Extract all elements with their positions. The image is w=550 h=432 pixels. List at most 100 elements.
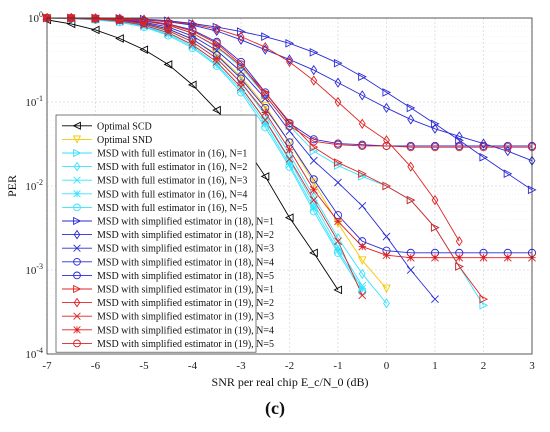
data-point-series-16	[212, 54, 221, 63]
data-point-series-13	[285, 117, 295, 127]
x-tick-label: -4	[188, 360, 198, 372]
legend-swatch-marker	[73, 176, 81, 184]
data-point-series-2	[357, 256, 367, 266]
data-point-series-16	[382, 251, 391, 260]
series-line-1	[46, 19, 339, 291]
data-point-series-9	[213, 25, 221, 37]
data-point-series-6	[188, 42, 197, 51]
legend-swatch-marker	[73, 148, 82, 158]
data-point-series-5	[285, 156, 294, 165]
data-point-series-14	[358, 118, 366, 129]
data-point-series-14	[213, 23, 221, 35]
data-point-series-14	[237, 31, 245, 42]
data-point-series-3	[479, 300, 489, 310]
legend-swatch-marker	[73, 271, 81, 280]
legend-entry-label: MSD with full estimator in (16), N=2	[97, 162, 247, 173]
data-point-series-10	[334, 178, 342, 187]
legend-entry-label: MSD with simplified estimator in (18), N…	[97, 244, 274, 255]
x-tick-label: 1	[432, 360, 438, 372]
legend-entry-label: MSD with full estimator in (16), N=4	[97, 189, 247, 200]
legend-swatch-marker	[73, 312, 81, 320]
data-point-series-17	[455, 143, 464, 152]
data-point-series-8	[358, 72, 367, 82]
legend: Optimal SCD Optimal SND MSD with full esti…	[55, 114, 274, 353]
x-tick-labels: -7 -6 -5 -4 -3 -2 -1 0 1 2 3	[42, 360, 535, 372]
data-point-series-17	[188, 26, 197, 36]
data-point-series-10	[382, 232, 391, 241]
legend-entry-label: MSD with full estimator in (16), N=5	[97, 203, 247, 214]
data-point-series-13	[382, 181, 392, 191]
data-point-series-7	[309, 207, 318, 216]
legend-swatch-marker	[73, 161, 81, 172]
data-point-series-16	[455, 253, 464, 262]
y-axis-label: PER	[5, 175, 19, 197]
data-point-series-17	[479, 143, 488, 152]
legend-swatch-marker	[73, 257, 81, 266]
data-point-series-13	[479, 294, 489, 304]
legend-swatch-marker	[73, 229, 81, 240]
data-point-series-8	[430, 119, 440, 129]
data-point-series-7	[236, 88, 246, 97]
legend-swatch-marker	[73, 326, 81, 334]
data-point-series-9	[358, 90, 366, 101]
data-point-series-8	[164, 16, 173, 25]
legend-entry-label: MSD with full estimator in (16), N=3	[97, 176, 247, 187]
data-point-series-6	[334, 246, 342, 255]
y-tick-label: 10-2	[25, 178, 43, 193]
data-point-series-4	[334, 232, 342, 244]
data-point-series-17	[236, 60, 246, 69]
data-point-series-16	[358, 242, 367, 251]
data-point-series-16	[91, 14, 100, 23]
data-point-series-10	[309, 156, 318, 165]
data-point-series-9	[189, 20, 196, 31]
data-point-series-6	[164, 30, 173, 39]
data-point-series-7	[285, 162, 294, 171]
x-axis-label: SNR per real chip E_c/N_0 (dB)	[212, 375, 369, 389]
x-tick-label: 3	[529, 360, 535, 372]
data-point-series-17	[382, 141, 391, 150]
data-point-series-4	[383, 298, 390, 309]
data-point-series-10	[358, 201, 367, 210]
legend-entry-label: MSD with simplified estimator in (18), N…	[97, 230, 274, 241]
data-point-series-16	[309, 185, 318, 194]
data-point-series-11	[285, 138, 294, 147]
legend-entry-label: MSD with simplified estimator in (18), N…	[97, 257, 274, 268]
data-point-series-4	[310, 191, 318, 202]
data-point-series-14	[383, 135, 390, 146]
data-point-series-14	[286, 56, 293, 68]
data-point-series-17	[358, 141, 367, 150]
data-point-series-7	[333, 248, 343, 257]
data-point-series-8	[479, 152, 489, 162]
legend-entry-label: MSD with simplified estimator in (19), N…	[97, 285, 274, 296]
data-point-series-15	[261, 116, 270, 124]
data-point-series-1	[260, 172, 270, 181]
plot-frame	[46, 17, 533, 355]
data-point-series-10	[431, 295, 439, 304]
data-point-series-9	[431, 123, 439, 134]
data-point-series-13	[212, 42, 222, 51]
x-tick-label: 2	[481, 360, 487, 372]
x-tick-label: -7	[42, 360, 52, 372]
data-point-series-14	[334, 96, 342, 108]
data-point-series-9	[286, 54, 293, 65]
data-point-series-13	[455, 262, 464, 271]
data-point-series-14	[431, 194, 439, 206]
data-point-series-14	[310, 75, 318, 86]
data-point-series-6	[237, 85, 245, 94]
data-point-series-17	[285, 121, 294, 130]
data-point-series-16	[406, 253, 415, 262]
legend-box	[55, 114, 257, 353]
data-point-series-1	[187, 80, 197, 90]
data-point-series-10	[406, 266, 415, 274]
data-point-series-16	[115, 16, 124, 25]
data-point-series-17	[430, 143, 440, 152]
x-tick-label: -6	[91, 360, 101, 372]
x-tick-label: -5	[139, 360, 149, 372]
data-point-series-9	[407, 114, 415, 125]
data-point-series-14	[261, 41, 269, 53]
x-tick-label: -2	[285, 360, 294, 372]
data-point-series-15	[309, 196, 318, 204]
x-tick-label: 0	[384, 360, 390, 372]
legend-swatch-marker	[73, 244, 81, 252]
data-point-series-1	[212, 105, 221, 115]
